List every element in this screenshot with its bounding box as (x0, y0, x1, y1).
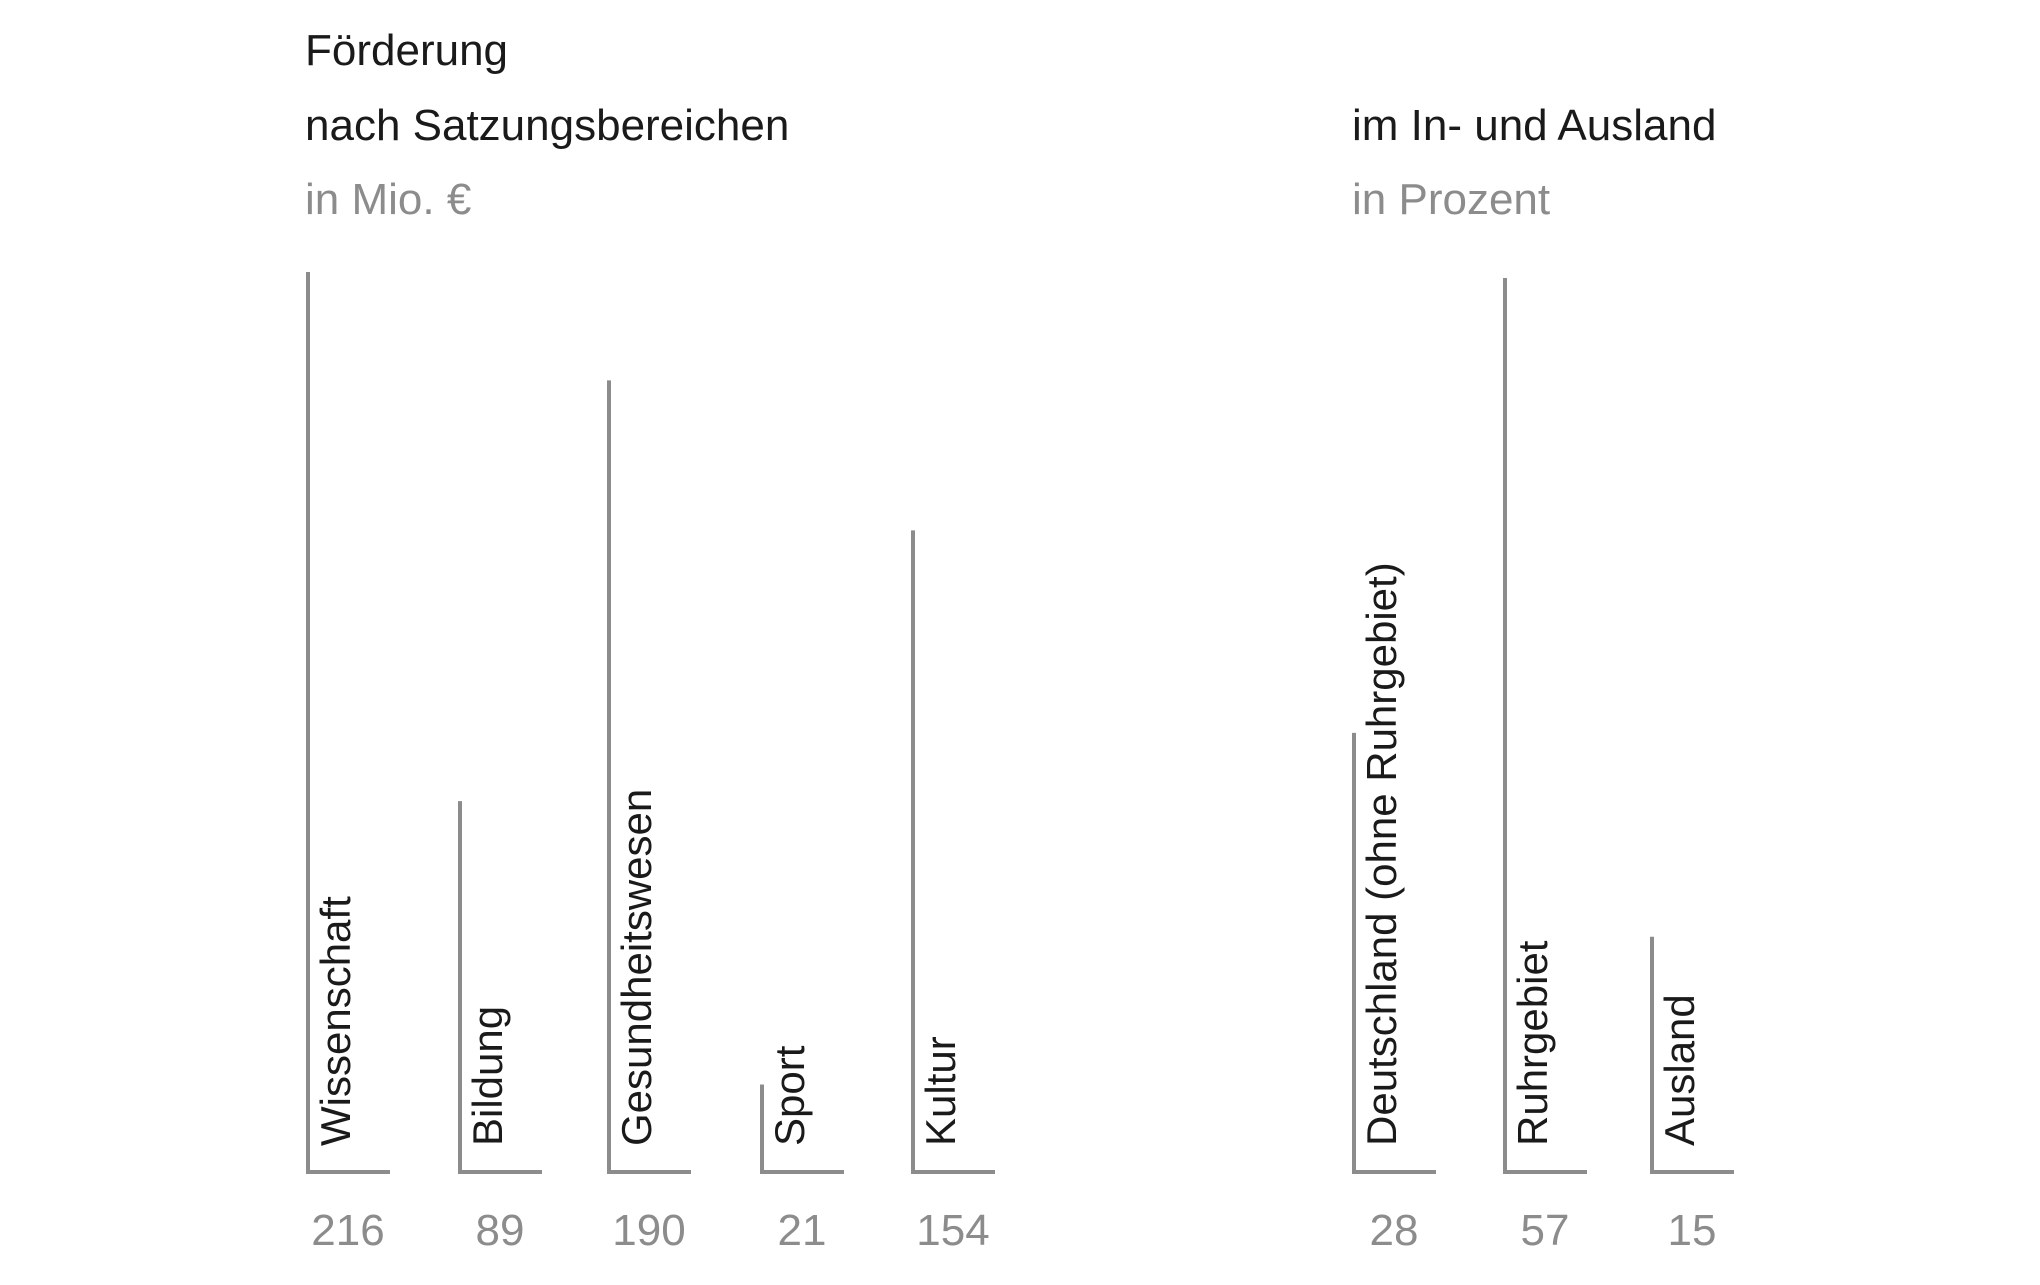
bar-value-label: 57 (1521, 1206, 1570, 1255)
right-title-line-1: im In- und Ausland (1352, 101, 1716, 150)
bar-value-label: 15 (1668, 1206, 1717, 1255)
left-title-line-1: Förderung (305, 26, 508, 75)
bars-layer: Wissenschaft 216 Bildung 89 Gesundheitswesen… (306, 272, 1734, 1255)
bar-group: Ruhrgebiet 57 (1503, 278, 1587, 1255)
bar-category-label: Ruhrgebiet (1509, 940, 1556, 1146)
bar-category-label: Kultur (917, 1036, 964, 1146)
bar-category-label: Deutschland (ohne Ruhrgebiet) (1358, 562, 1405, 1146)
left-unit-label: in Mio. € (305, 175, 471, 224)
right-unit-label: in Prozent (1352, 175, 1550, 224)
bar-category-label: Sport (766, 1045, 813, 1146)
bar-value-label: 28 (1370, 1206, 1419, 1255)
bar-group: Ausland 15 (1650, 936, 1734, 1255)
bar-value-label: 190 (612, 1206, 685, 1255)
left-title-line-2: nach Satzungsbereichen (305, 101, 789, 150)
bar-group: Bildung 89 (458, 801, 542, 1255)
bar-value-label: 89 (476, 1206, 525, 1255)
bar-value-label: 154 (916, 1206, 989, 1255)
bar-category-label: Ausland (1656, 994, 1703, 1146)
bar-group: Sport 21 (760, 1045, 844, 1255)
bar-category-label: Gesundheitswesen (613, 789, 660, 1146)
bar-value-label: 216 (311, 1206, 384, 1255)
bar-category-label: Bildung (464, 1006, 511, 1146)
bar-group: Gesundheitswesen 190 (607, 380, 691, 1255)
bar-group: Wissenschaft 216 (306, 272, 390, 1255)
bar-group: Deutschland (ohne Ruhrgebiet) 28 (1352, 562, 1436, 1255)
bar-category-label: Wissenschaft (312, 896, 359, 1146)
bar-value-label: 21 (778, 1206, 827, 1255)
bar-group: Kultur 154 (911, 530, 995, 1255)
